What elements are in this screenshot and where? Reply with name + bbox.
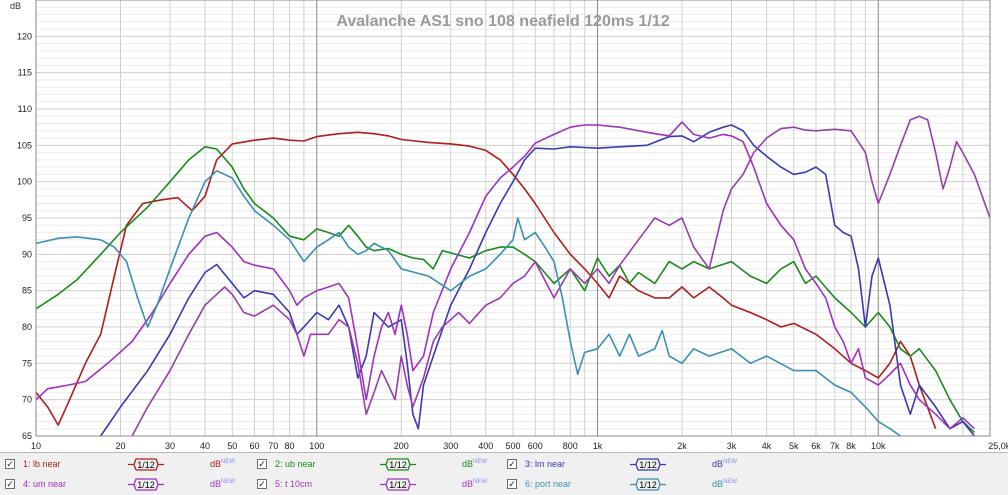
series-line-3 xyxy=(100,124,976,436)
smoothing-button-1[interactable]: 1/12 xyxy=(127,458,165,471)
x-tick-label: 10k xyxy=(871,441,886,451)
y-axis-unit: dB xyxy=(10,1,21,11)
smoothing-button-5[interactable]: 1/12 xyxy=(379,478,417,491)
x-tick-label: 20 xyxy=(116,441,126,451)
legend-item-6[interactable]: ✓ 6: port near 1/12 dBNEW xyxy=(502,475,752,495)
legend-panel: ✓ 1: lb near 1/12 dBNEW ✓ 2: ub near 1/1… xyxy=(0,452,1008,495)
legend-checkbox-1[interactable]: ✓ xyxy=(5,459,15,469)
series-line-2 xyxy=(36,146,975,433)
smoothing-text-2: 1/12 xyxy=(389,460,407,470)
y-tick-label: 115 xyxy=(18,68,32,78)
legend-label-4: 4: um near xyxy=(23,479,67,489)
legend-unit-6: dBNEW xyxy=(712,479,738,489)
smoothing-text-4: 1/12 xyxy=(137,480,155,490)
x-tick-label: 30 xyxy=(165,441,175,451)
legend-label-6: 6: port near xyxy=(525,479,572,489)
y-tick-label: 75 xyxy=(22,358,32,368)
smoothing-button-2[interactable]: 1/12 xyxy=(379,458,417,471)
x-tick-label: 80 xyxy=(285,441,295,451)
x-tick-label: 300 xyxy=(443,441,458,451)
legend-item-3[interactable]: ✓ 3: lm near 1/12 dBNEW xyxy=(502,455,752,475)
legend-checkbox-2[interactable]: ✓ xyxy=(257,459,267,469)
legend-label-2: 2: ub near xyxy=(275,459,316,469)
plot-border xyxy=(35,0,991,437)
x-tick-label: 10 xyxy=(31,441,41,451)
x-tick-label: 50 xyxy=(227,441,237,451)
x-tick-label: 600 xyxy=(528,441,543,451)
smoothing-button-3[interactable]: 1/12 xyxy=(629,458,667,471)
series-line-1 xyxy=(36,131,937,429)
legend-item-5[interactable]: ✓ 5: t 10cm 1/12 dBNEW xyxy=(252,475,502,495)
x-tick-label: 40 xyxy=(200,441,210,451)
legend-item-2[interactable]: ✓ 2: ub near 1/12 dBNEW xyxy=(252,455,502,475)
legend-checkbox-3[interactable]: ✓ xyxy=(507,459,517,469)
legend-checkbox-5[interactable]: ✓ xyxy=(257,479,267,489)
legend-unit-5: dBNEW xyxy=(462,479,488,489)
y-tick-label: 80 xyxy=(22,322,32,332)
y-tick-label: 100 xyxy=(17,177,32,187)
x-tick-label: 1k xyxy=(593,441,603,451)
y-tick-label: 70 xyxy=(22,395,32,405)
x-tick-label: 100 xyxy=(309,441,324,451)
x-tick-label: 400 xyxy=(478,441,493,451)
x-tick-label: 500 xyxy=(505,441,520,451)
y-tick-label: 120 xyxy=(17,31,32,41)
y-tick-label: 85 xyxy=(22,286,32,296)
x-tick-label: 7k xyxy=(830,441,840,451)
x-tick-label: 800 xyxy=(563,441,578,451)
smoothing-text-1: 1/12 xyxy=(137,460,155,470)
series-line-4 xyxy=(36,121,975,430)
x-tick-label: 3k xyxy=(727,441,737,451)
legend-row-2: ✓ 4: um near 1/12 dBNEW ✓ 5: t 10cm 1/12… xyxy=(0,475,780,495)
y-tick-label: 65 xyxy=(22,431,32,441)
x-tick-label: 25,0k Hz xyxy=(988,441,1008,451)
legend-row-1: ✓ 1: lb near 1/12 dBNEW ✓ 2: ub near 1/1… xyxy=(0,455,780,475)
legend-unit-2: dBNEW xyxy=(462,459,488,469)
x-tick-label: 8k xyxy=(846,441,856,451)
series-line-6 xyxy=(36,170,901,436)
x-tick-label: 60 xyxy=(249,441,259,451)
legend-unit-1: dBNEW xyxy=(210,459,236,469)
legend-unit-4: dBNEW xyxy=(210,479,236,489)
x-tick-label: 2k xyxy=(677,441,687,451)
series-line-5 xyxy=(131,115,990,436)
series-lines xyxy=(36,115,990,436)
legend-item-4[interactable]: ✓ 4: um near 1/12 dBNEW xyxy=(0,475,250,495)
x-tick-label: 70 xyxy=(268,441,278,451)
smoothing-text-3: 1/12 xyxy=(639,460,657,470)
smoothing-text-6: 1/12 xyxy=(639,480,657,490)
y-tick-label: 105 xyxy=(17,140,32,150)
chart-title: Avalanche AS1 sno 108 neafield 120ms 1/1… xyxy=(336,13,669,30)
legend-unit-3: dBNEW xyxy=(712,459,738,469)
y-tick-label: 95 xyxy=(22,213,32,223)
legend-checkbox-6[interactable]: ✓ xyxy=(507,479,517,489)
legend-label-3: 3: lm near xyxy=(525,459,566,469)
legend-checkbox-4[interactable]: ✓ xyxy=(5,479,15,489)
y-tick-label: 110 xyxy=(18,104,32,114)
smoothing-text-5: 1/12 xyxy=(389,480,407,490)
x-tick-label: 6k xyxy=(811,441,821,451)
legend-item-1[interactable]: ✓ 1: lb near 1/12 dBNEW xyxy=(0,455,250,475)
x-tick-label: 200 xyxy=(394,441,409,451)
legend-label-1: 1: lb near xyxy=(23,459,61,469)
y-tick-label: 90 xyxy=(22,249,32,259)
grid xyxy=(35,0,990,437)
legend-label-5: 5: t 10cm xyxy=(275,479,313,489)
smoothing-button-4[interactable]: 1/12 xyxy=(127,478,165,491)
x-tick-label: 5k xyxy=(789,441,799,451)
x-tick-label: 4k xyxy=(762,441,772,451)
smoothing-button-6[interactable]: 1/12 xyxy=(629,478,667,491)
